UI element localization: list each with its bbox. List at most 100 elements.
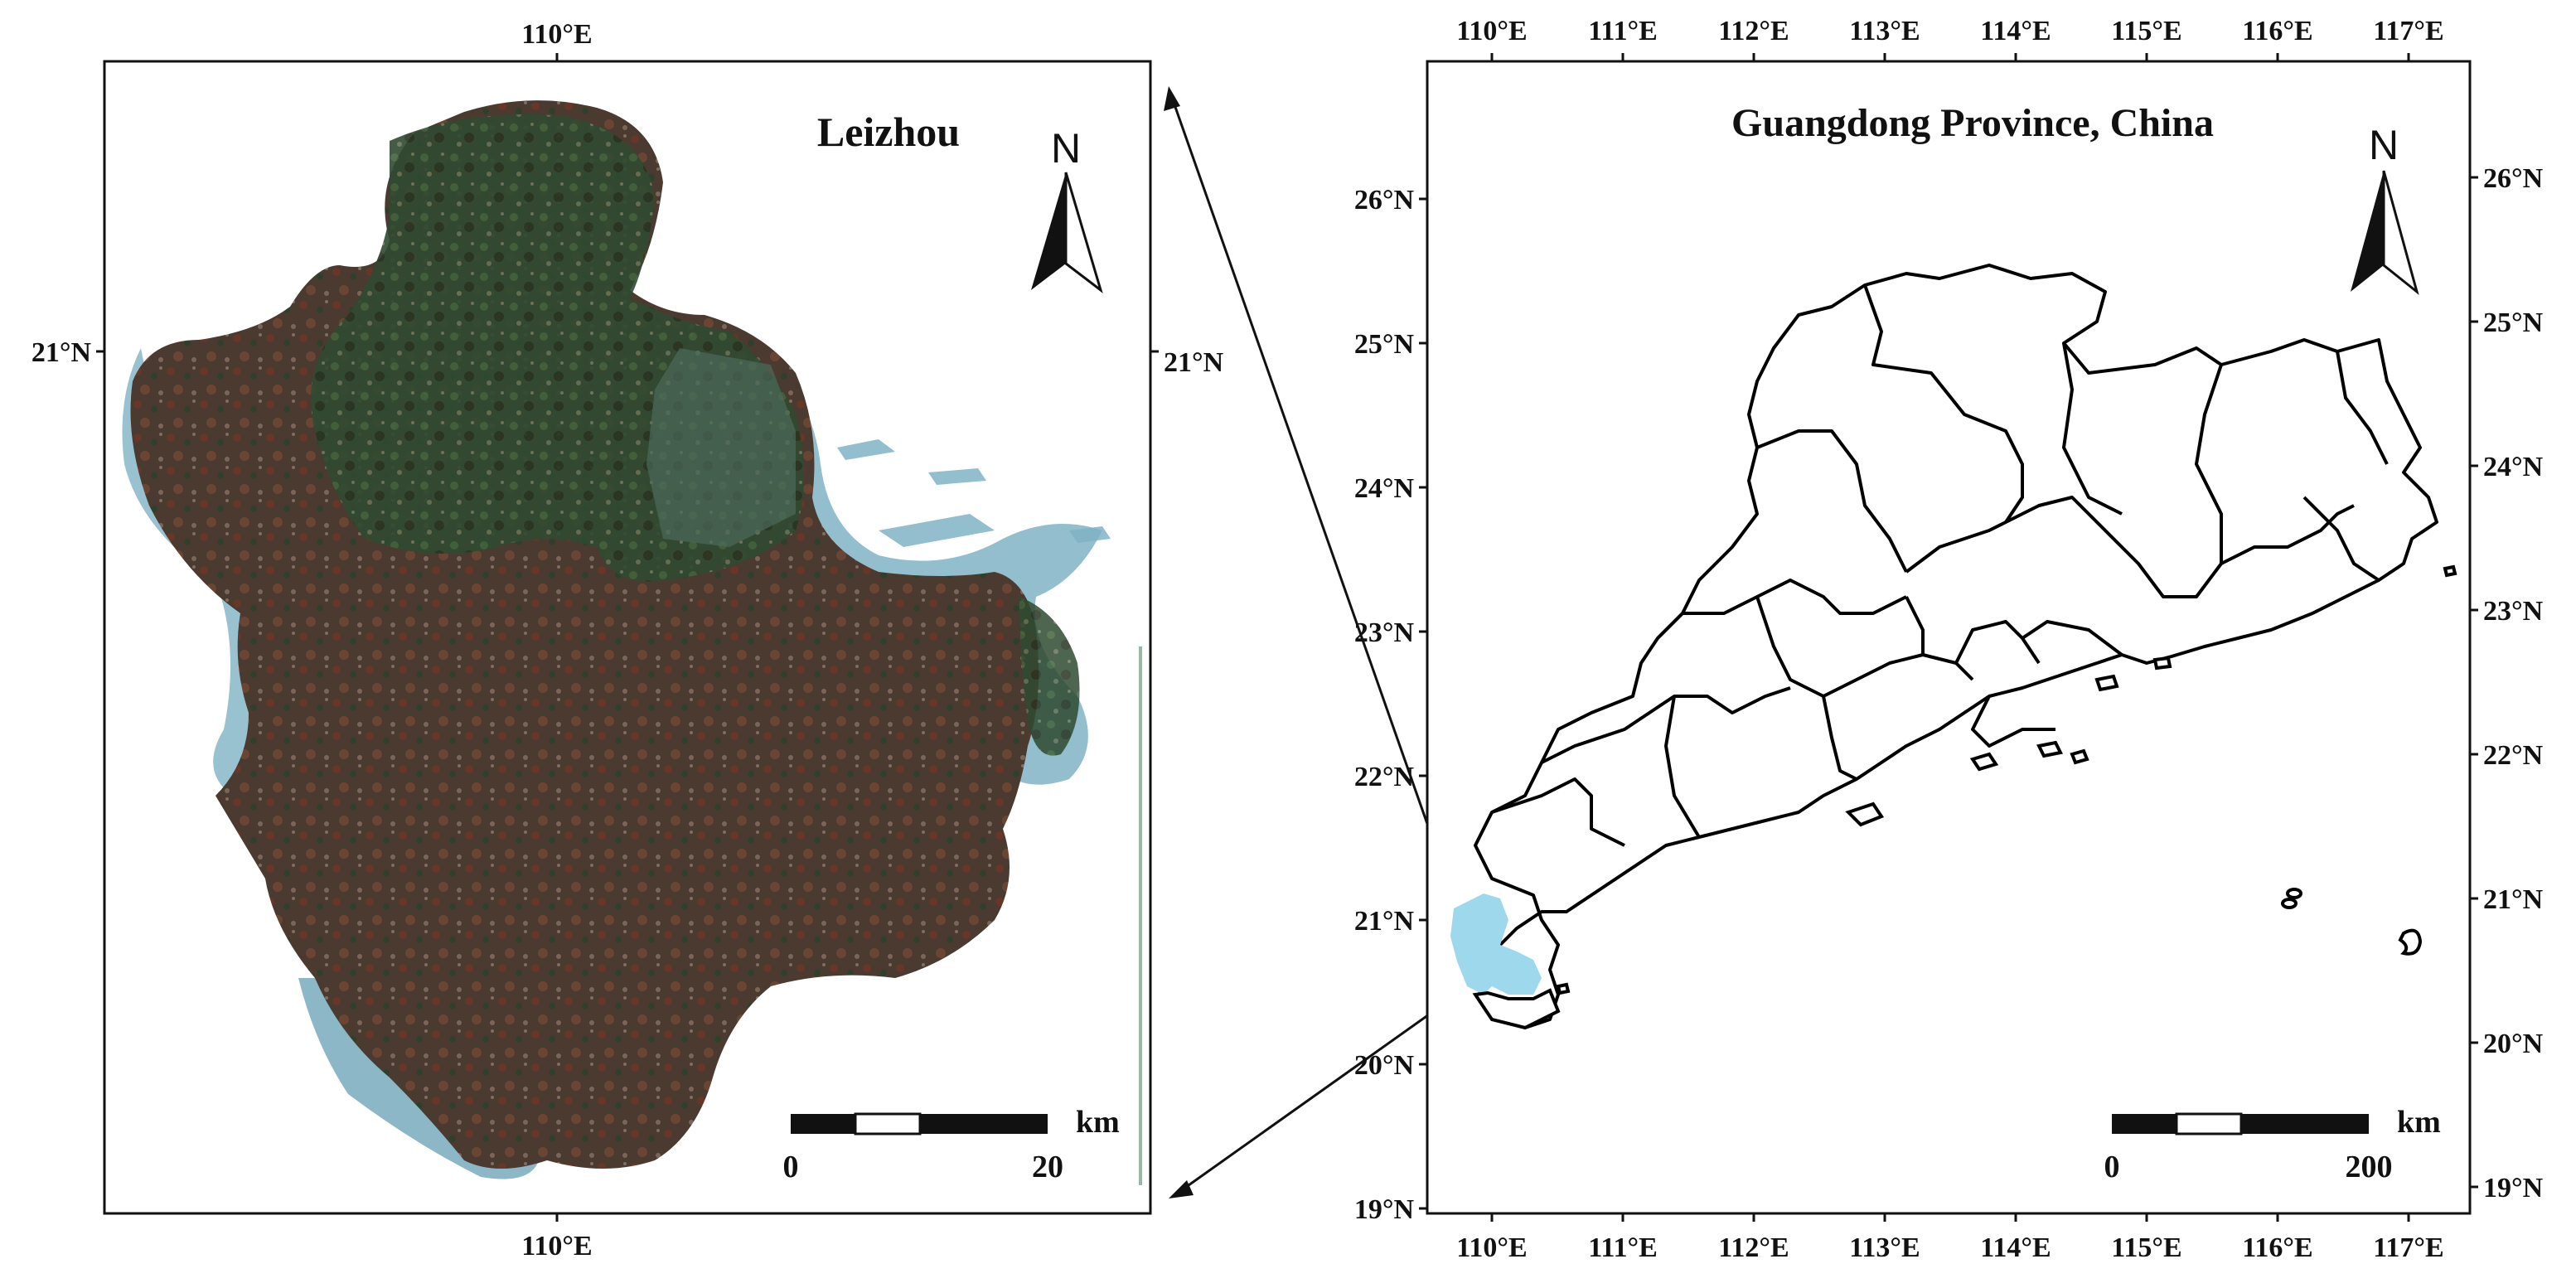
offshore-island-3	[2398, 928, 2423, 956]
left-lat-label-25: 25°N	[1354, 329, 1415, 360]
island-5	[2094, 674, 2119, 692]
right-lat-label-21: 21°N	[2483, 884, 2544, 915]
bottom-lon-label-114: 114°E	[1980, 1232, 2051, 1263]
right-lat-label-19: 19°N	[2483, 1173, 2544, 1203]
left-map-title: Leizhou	[817, 109, 960, 155]
internal-boundary-15	[1822, 695, 1857, 781]
internal-boundary-1	[1863, 284, 2024, 524]
island-8	[1556, 982, 1571, 995]
internal-boundary-4	[2062, 342, 2123, 516]
internal-boundary-11	[1954, 620, 2041, 665]
left-scale-seg-1	[791, 1114, 855, 1134]
top-lon-label-111: 111°E	[1588, 16, 1658, 46]
offshore-island-2	[2281, 898, 2298, 909]
right-lat-ticks	[1419, 176, 2478, 1210]
left-scale-unit: km	[1076, 1105, 1120, 1140]
right-lat-label-20: 20°N	[2483, 1029, 2544, 1059]
island-6	[2152, 656, 2172, 671]
left-scale-bar: km 0 20	[783, 1105, 1120, 1184]
internal-boundary-8	[2302, 496, 2380, 582]
right-lat-label-25: 25°N	[2483, 307, 2544, 338]
left-lat-label-26: 26°N	[1354, 185, 1415, 215]
left-left-lat-label: 21°N	[31, 337, 92, 368]
left-lat-label-19: 19°N	[1354, 1194, 1415, 1225]
bottom-lon-label-113: 113°E	[1849, 1232, 1920, 1263]
island-7	[2443, 564, 2457, 578]
left-right-lat-label: 21°N	[1164, 347, 1224, 378]
right-scale-seg-3	[2241, 1114, 2369, 1134]
internal-boundary-14	[1664, 695, 1701, 839]
right-left-lat-labels: 26°N 25°N 24°N 23°N 22°N 21°N 20°N 19°N	[1354, 185, 1415, 1225]
internal-boundary-9	[1656, 579, 1907, 640]
left-lat-label-22: 22°N	[1354, 762, 1415, 792]
right-bottom-lon-labels: 110°E 111°E 112°E 113°E 114°E 115°E 116°…	[1456, 1232, 2443, 1263]
island-1	[1845, 801, 1885, 827]
left-scale-end: 20	[1032, 1150, 1063, 1184]
internal-boundary-6	[2220, 504, 2355, 565]
right-right-lat-labels: 26°N 25°N 24°N 23°N 22°N 21°N 20°N 19°N	[2483, 163, 2544, 1203]
right-scale-start: 0	[2104, 1150, 2120, 1184]
left-north-arrow-dark	[1031, 172, 1066, 290]
internal-boundary-17	[1971, 695, 2055, 748]
right-scale-bar: km 0 200	[2104, 1105, 2441, 1184]
left-lat-label-21: 21°N	[1354, 906, 1415, 937]
internal-boundary-18	[2021, 620, 2123, 656]
right-north-arrow-dark	[2351, 171, 2384, 292]
right-lat-label-22: 22°N	[2483, 740, 2544, 771]
right-scale-seg-2	[2175, 1112, 2243, 1135]
bottom-lon-label-112: 112°E	[1718, 1232, 1789, 1263]
bottom-lon-label-115: 115°E	[2111, 1232, 2181, 1263]
bottom-lon-label-110: 110°E	[1456, 1232, 1527, 1263]
top-lon-label-113: 113°E	[1849, 16, 1920, 46]
internal-boundary-2	[1756, 429, 1908, 573]
left-north-letter: N	[1051, 125, 1081, 172]
left-scale-start: 0	[783, 1150, 799, 1184]
right-top-lon-labels: 110°E 111°E 112°E 113°E 114°E 115°E 116°…	[1456, 16, 2443, 46]
top-lon-label-115: 115°E	[2111, 16, 2181, 46]
connector-arrow-bottom	[1176, 985, 1470, 1195]
water-strip-2	[928, 468, 986, 485]
left-top-lon-label: 110°E	[521, 19, 592, 50]
connector-arrowhead-top	[1164, 86, 1180, 111]
left-bottom-lon-label: 110°E	[521, 1231, 592, 1261]
island-3	[2036, 740, 2063, 758]
internal-boundary-10	[1755, 596, 1974, 698]
internal-boundary-16	[1491, 777, 1625, 847]
right-north-arrow: N	[2351, 122, 2419, 296]
offshore-island-1	[2286, 888, 2302, 899]
left-lat-label-23: 23°N	[1354, 617, 1415, 648]
left-scale-seg-2	[854, 1112, 922, 1135]
water-strip-4	[1069, 526, 1111, 543]
left-lat-label-24: 24°N	[1354, 473, 1415, 504]
aquaculture-grid	[646, 348, 796, 547]
east-protrusion	[1019, 597, 1080, 756]
right-north-arrow-light	[2382, 170, 2419, 296]
bottom-lon-label-111: 111°E	[1588, 1232, 1658, 1263]
internal-boundary-5	[2195, 364, 2223, 564]
bottom-lon-label-116: 116°E	[2242, 1232, 2312, 1263]
right-map-title: Guangdong Province, China	[1731, 101, 2214, 145]
top-lon-label-110: 110°E	[1456, 16, 1527, 46]
right-scale-seg-1	[2112, 1114, 2177, 1134]
right-lon-ticks	[1490, 53, 2410, 1222]
right-panel: 110°E 111°E 112°E 113°E 114°E 115°E 116°…	[1354, 16, 2544, 1263]
right-lat-label-26: 26°N	[2483, 163, 2544, 194]
bottom-lon-label-117: 117°E	[2373, 1232, 2443, 1263]
island-4	[2070, 748, 2089, 765]
coastal-islands	[1556, 564, 2457, 995]
offshore-islands	[2281, 888, 2423, 956]
top-lon-label-114: 114°E	[1980, 16, 2051, 46]
left-lat-label-20: 20°N	[1354, 1050, 1415, 1081]
left-north-arrow: N	[1031, 125, 1103, 293]
island-2	[1969, 752, 1999, 772]
water-strip-1	[837, 439, 895, 460]
internal-boundary-7	[2336, 351, 2389, 465]
connector-arrow-top	[1169, 92, 1460, 914]
right-scale-end: 200	[2346, 1150, 2393, 1184]
right-lat-label-24: 24°N	[2483, 452, 2544, 482]
top-lon-label-116: 116°E	[2242, 16, 2312, 46]
right-north-letter: N	[2369, 122, 2399, 168]
guangdong-map	[1474, 264, 2438, 1029]
water-strip-3	[879, 514, 995, 547]
